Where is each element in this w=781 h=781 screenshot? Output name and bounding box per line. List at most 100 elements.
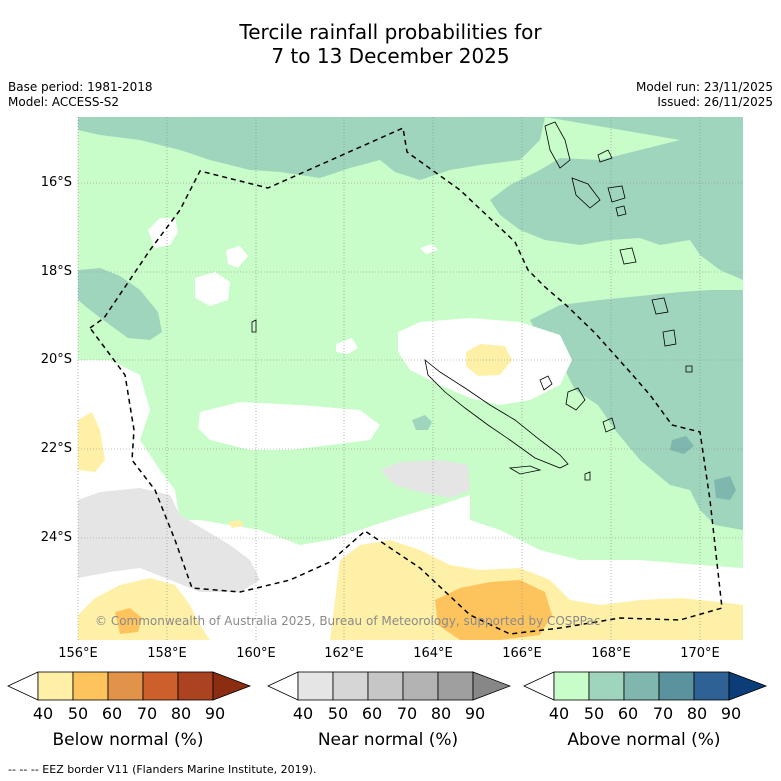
below-normal-speck: [228, 520, 244, 528]
above-normal-60-b: [714, 476, 736, 500]
cbar-below-seg-3: [107, 671, 144, 701]
vanuatu-ambrym: [607, 185, 626, 203]
title-line-2: 7 to 13 December 2025: [271, 44, 510, 68]
cbar-below-tick: 90: [204, 704, 226, 723]
vanuatu-erromango: [651, 297, 669, 315]
coastlines: [251, 121, 693, 481]
new-caledonia-coast: [424, 359, 569, 469]
below-normal-60-south: [435, 580, 552, 640]
neutral-patch-4: [336, 338, 358, 354]
cbar-near-seg-1: [297, 671, 334, 701]
cbar-above-title: Above normal (%): [567, 730, 721, 750]
vanuatu-malakula: [571, 177, 601, 209]
metadata-right: Model run: 23/11/2025 Issued: 26/11/2025: [636, 80, 773, 110]
lon-label-160e: 160°E: [236, 646, 276, 661]
below-normal-60-west: [115, 608, 142, 634]
lon-label-168e: 168°E: [591, 646, 631, 661]
cbar-below-seg-2: [72, 671, 109, 701]
vanuatu-maewo: [597, 149, 613, 163]
model-run: Model run: 23/11/2025: [635, 80, 773, 94]
above-normal-vanuatu: [490, 117, 743, 280]
below-normal-southwest: [78, 578, 210, 640]
island-lifou: [539, 375, 553, 391]
vanuatu-aneityum: [685, 365, 693, 373]
cbar-below-tick: 70: [136, 704, 158, 723]
colorbar-near: [267, 671, 512, 701]
vanuatu-espiritu-santo: [544, 121, 571, 169]
lon-label-164e: 164°E: [413, 646, 453, 661]
above-normal-east: [530, 290, 743, 530]
cbar-near-title: Near normal (%): [317, 730, 459, 750]
neutral-patch-3: [195, 272, 230, 306]
island-small-west: [251, 319, 257, 333]
lat-label-18s: 18°S: [40, 264, 72, 279]
neutral-west: [78, 360, 180, 520]
metadata-left: Base period: 1981-2018 Model: ACCESS-S2: [8, 80, 153, 110]
cbar-below-tick: 50: [67, 704, 89, 723]
cbar-above-tick: 40: [548, 704, 570, 723]
cbar-near-seg-5: [437, 671, 474, 701]
vanuatu-tanna: [662, 329, 677, 347]
lon-label-156e: 156°E: [58, 646, 98, 661]
cbar-near-tick: 80: [430, 704, 452, 723]
island-walpole: [584, 471, 591, 481]
cbar-near-tick: 40: [292, 704, 314, 723]
island-mare: [602, 417, 616, 433]
cbar-above-tick: 60: [617, 704, 639, 723]
map-title: Tercile rainfall probabilities for 7 to …: [0, 20, 781, 68]
vanuatu-efate: [619, 247, 637, 265]
cbar-below-tick: 80: [170, 704, 192, 723]
lon-label-162e: 162°E: [324, 646, 364, 661]
cbar-near-tick: 70: [396, 704, 418, 723]
cbar-above-seg-1: [553, 671, 590, 701]
island-loyalty: [565, 387, 586, 411]
cbar-below-seg-0: [7, 671, 39, 701]
neutral-central: [198, 402, 380, 450]
eez-legend-footer: -- -- -- EEZ border V11 (Flanders Marine…: [8, 763, 317, 776]
cbar-near-seg-3: [367, 671, 404, 701]
probability-field: [78, 117, 743, 640]
colorbar-above: [523, 671, 768, 701]
cbar-near-tick: 90: [464, 704, 486, 723]
cbar-near-tick: 60: [361, 704, 383, 723]
graticule: [77, 117, 743, 640]
above-normal-60-a: [670, 436, 694, 454]
cbar-below-tick: 60: [101, 704, 123, 723]
cbar-above-seg-6: [728, 671, 768, 701]
above-normal-north: [78, 117, 545, 180]
cbar-below-seg-5: [177, 671, 214, 701]
base-period: Base period: 1981-2018: [8, 80, 153, 94]
eez-border: [88, 126, 723, 635]
cbar-near-tick: 50: [327, 704, 349, 723]
neutral-patch-5: [420, 244, 438, 254]
cbar-below-seg-1: [37, 671, 74, 701]
cbar-above-seg-4: [658, 671, 695, 701]
lat-label-22s: 22°S: [40, 441, 72, 456]
cbar-above-tick: 80: [686, 704, 708, 723]
cbar-near-seg-2: [332, 671, 369, 701]
cbar-below-tick: 40: [32, 704, 54, 723]
cbar-near-seg-6: [472, 671, 512, 701]
cbar-above-tick: 90: [720, 704, 742, 723]
neutral-patch-2: [226, 246, 248, 268]
above-normal-patch: [412, 415, 432, 430]
above-normal-west: [78, 268, 162, 340]
title-line-1: Tercile rainfall probabilities for: [239, 20, 542, 44]
lat-label-20s: 20°S: [40, 352, 72, 367]
lat-label-16s: 16°S: [40, 175, 72, 190]
cbar-below-title: Below normal (%): [52, 730, 204, 750]
lon-label-170e: 170°E: [680, 646, 720, 661]
cbar-above-seg-0: [523, 671, 555, 701]
below-normal-west: [78, 412, 105, 472]
isle-of-pines: [508, 465, 542, 475]
model-name: Model: ACCESS-S2: [8, 95, 120, 109]
cbar-above-tick: 50: [583, 704, 605, 723]
cbar-above-seg-5: [693, 671, 730, 701]
cbar-above-tick: 70: [652, 704, 674, 723]
lat-label-24s: 24°S: [40, 530, 72, 545]
copyright-notice: © Commonwealth of Australia 2025, Bureau…: [95, 614, 601, 628]
vanuatu-epi: [615, 205, 627, 217]
near-normal-central: [380, 460, 470, 498]
cbar-above-seg-2: [588, 671, 625, 701]
